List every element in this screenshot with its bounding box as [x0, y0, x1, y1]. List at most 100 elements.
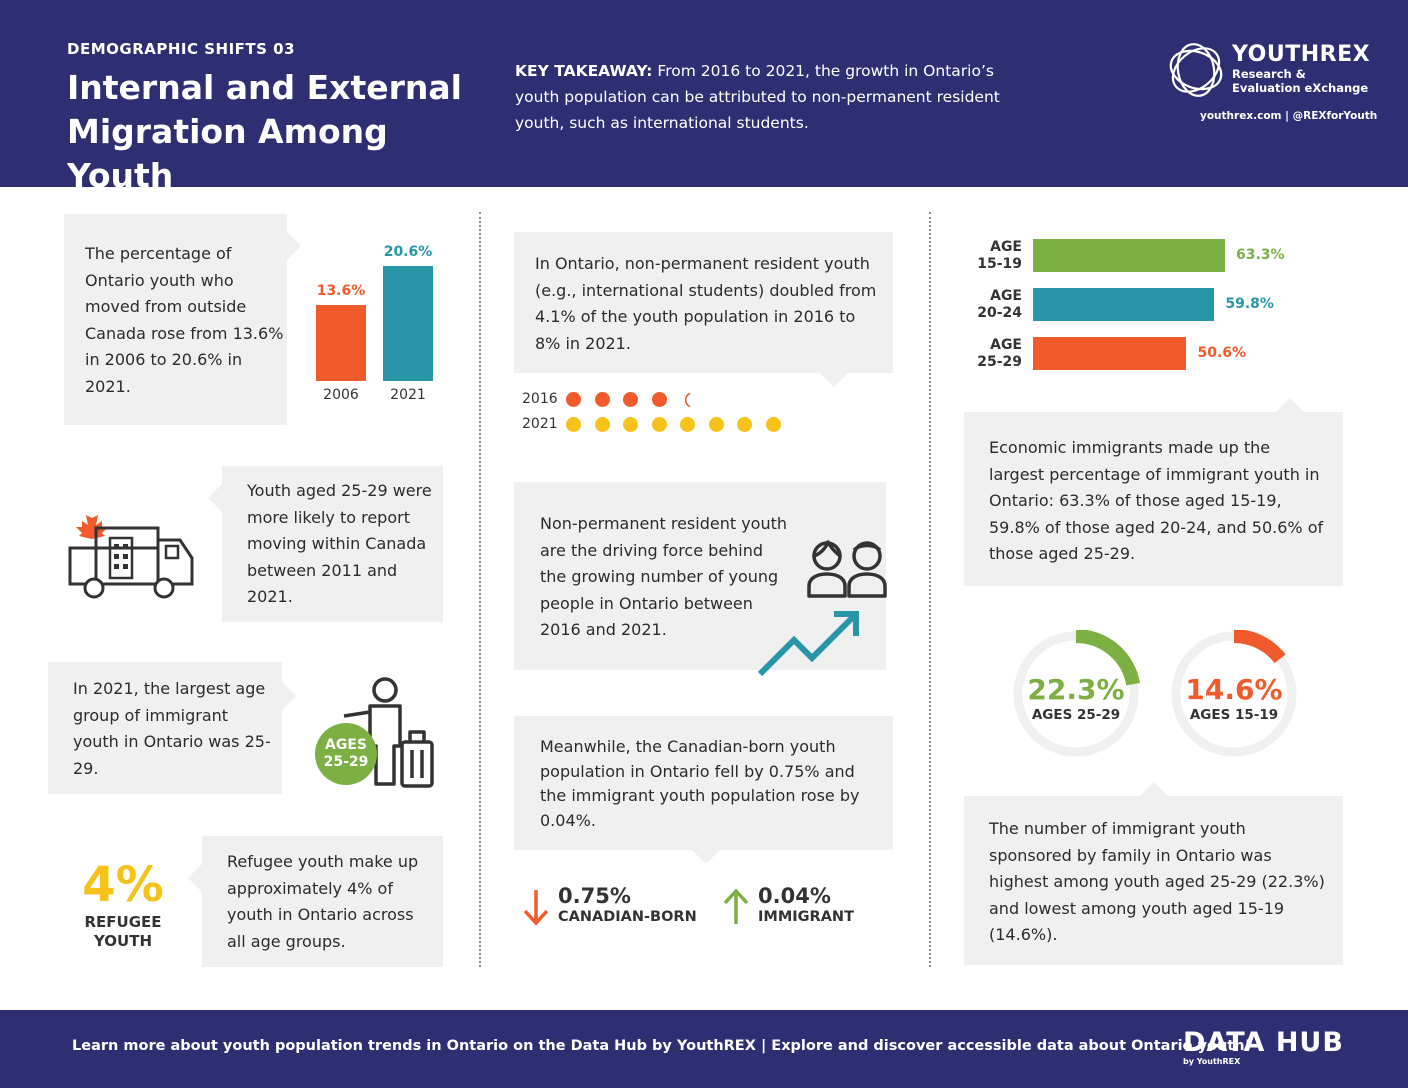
dots-2021-dot — [594, 417, 610, 432]
up-label: IMMIGRANT — [758, 909, 854, 925]
ages-badge-line-1: AGES — [325, 737, 367, 753]
npr-card — [514, 232, 893, 373]
bar-year-2006: 2006 — [323, 387, 359, 403]
footer: Learn more about youth population trends… — [0, 1010, 1408, 1088]
column-divider-1 — [479, 212, 481, 967]
hbar-25-29 — [1033, 337, 1187, 370]
traveler-with-luggage-icon — [343, 677, 434, 788]
driving-force-card — [514, 482, 886, 670]
dots-2016-dot — [623, 392, 638, 407]
hbar-age-20-24-line-1: AGE — [990, 288, 1022, 304]
down-label: CANADIAN-BORN — [558, 909, 697, 925]
takeaway-text: From 2016 to 2021, the growth in Ontario… — [515, 62, 1000, 132]
refugee-card — [202, 836, 443, 967]
hbar-15-19 — [1033, 239, 1225, 272]
bar-value-2006: 13.6% — [316, 283, 366, 300]
dots-2021-dot — [623, 417, 638, 432]
hbar-value-15-19: 63.3% — [1236, 247, 1285, 263]
hbar-20-24 — [1033, 288, 1215, 321]
dots-year-2021: 2021 — [522, 416, 558, 432]
dots-year-2016: 2016 — [522, 391, 558, 407]
dots-2016-dot — [594, 392, 610, 407]
hbar-value-20-24: 59.8% — [1225, 296, 1274, 312]
sponsored-card — [964, 796, 1343, 965]
hbar-age-25-29-line-2: 25-29 — [977, 354, 1022, 370]
logo-subtitle-1: Research & — [1232, 67, 1306, 81]
hbar-age-15-19: AGE 15-19 — [962, 239, 1022, 273]
people-icon — [807, 540, 887, 598]
dots-2021-dot — [651, 417, 667, 432]
hbar-age-25-29: AGE 25-29 — [962, 337, 1022, 371]
sponsored-pointer — [1140, 782, 1168, 796]
largest-group-text: In 2021, the largest age group of immigr… — [73, 679, 271, 778]
hbar-age-15-19-line-1: AGE — [990, 239, 1022, 255]
outside-canada-text: The percentage of Ontario youth who move… — [85, 244, 284, 396]
header: DEMOGRAPHIC SHIFTS 03 Internal and Exter… — [0, 0, 1408, 195]
takeaway-label: KEY TAKEAWAY: — [515, 62, 653, 80]
largest-group-pointer — [282, 682, 296, 710]
dots-2021-dot — [566, 417, 581, 432]
logo-links[interactable]: youthrex.com | @REXforYouth — [1200, 110, 1378, 122]
hbar-age-20-24-line-2: 20-24 — [977, 305, 1022, 321]
dots-2021-dot — [708, 417, 724, 432]
refugee-text: Refugee youth make up approximately 4% o… — [227, 852, 419, 951]
donut-age-25-29: AGES 25-29 — [1031, 707, 1121, 723]
dots-2016-dot — [651, 392, 667, 407]
youthrex-logo-icon — [1169, 43, 1223, 97]
title-line-2: Migration Among Youth — [67, 112, 388, 195]
donut-arc — [1075, 630, 1140, 686]
outside-canada-pointer — [287, 232, 301, 260]
donut-arc — [1233, 630, 1286, 664]
column-divider-2 — [929, 212, 931, 967]
donut-value-25-29: 22.3% — [1027, 673, 1125, 706]
within-canada-card — [222, 466, 443, 622]
refugee-label-line-1: REFUGEE — [84, 913, 162, 931]
ages-badge — [315, 723, 377, 785]
largest-group-card — [48, 662, 282, 794]
ages-badge-text: AGES 25-29 — [315, 737, 377, 771]
down-value: 0.75% — [558, 884, 631, 908]
meanwhile-pointer — [692, 850, 720, 864]
dots-2021-dot — [680, 417, 695, 432]
page-title: Internal and External Migration Among Yo… — [67, 66, 487, 198]
footer-text[interactable]: Learn more about youth population trends… — [72, 1038, 1252, 1054]
dots-2016-dot — [566, 392, 581, 407]
logo-subtitle-2: Evaluation eXchange — [1232, 81, 1369, 95]
economic-pointer — [1276, 398, 1304, 412]
datahub-logo[interactable]: DATA HUB — [1183, 1027, 1344, 1058]
refugee-label: REFUGEE YOUTH — [70, 913, 176, 951]
refugee-pointer — [188, 864, 202, 892]
donut-25-29 — [1013, 630, 1140, 757]
bar-value-2021: 20.6% — [383, 244, 433, 260]
bar-2006 — [316, 305, 366, 381]
bar-year-2021: 2021 — [390, 387, 426, 403]
key-takeaway: KEY TAKEAWAY: From 2016 to 2021, the gro… — [515, 58, 1035, 136]
dots-2016-partial-dot — [684, 392, 691, 408]
hbar-age-15-19-line-2: 15-19 — [977, 256, 1022, 272]
meanwhile-card — [514, 716, 893, 850]
hbar-age-25-29-line-1: AGE — [990, 337, 1022, 353]
bar-2021 — [383, 266, 433, 381]
meanwhile-text: Meanwhile, the Canadian-born youth popul… — [540, 737, 860, 830]
dots-2021-dot — [765, 417, 781, 432]
refugee-percentage: 4% — [82, 857, 164, 913]
datahub-logo-subtitle: by YouthREX — [1183, 1057, 1241, 1066]
driving-force-text: Non-permanent resident youth are the dri… — [540, 514, 788, 639]
sponsored-text: The number of immigrant youth sponsored … — [989, 819, 1325, 944]
title-line-1: Internal and External — [67, 68, 462, 107]
dots-2021-dot — [737, 417, 752, 432]
arrow-down-icon — [523, 890, 549, 926]
donut-15-19 — [1171, 630, 1297, 757]
outside-canada-card — [64, 214, 287, 425]
donut-value-15-19: 14.6% — [1185, 673, 1283, 706]
refugee-label-line-2: YOUTH — [93, 932, 153, 950]
donut-age-15-19: AGES 15-19 — [1189, 707, 1279, 723]
hbar-age-20-24: AGE 20-24 — [962, 288, 1022, 322]
within-canada-pointer — [208, 484, 222, 512]
economic-text: Economic immigrants made up the largest … — [989, 438, 1324, 563]
logo-name: YOUTHREX — [1232, 42, 1371, 67]
within-canada-text: Youth aged 25-29 were more likely to rep… — [247, 481, 432, 606]
kicker: DEMOGRAPHIC SHIFTS 03 — [67, 40, 296, 58]
npr-pointer — [820, 373, 848, 387]
npr-text: In Ontario, non-permanent resident youth… — [535, 254, 877, 353]
